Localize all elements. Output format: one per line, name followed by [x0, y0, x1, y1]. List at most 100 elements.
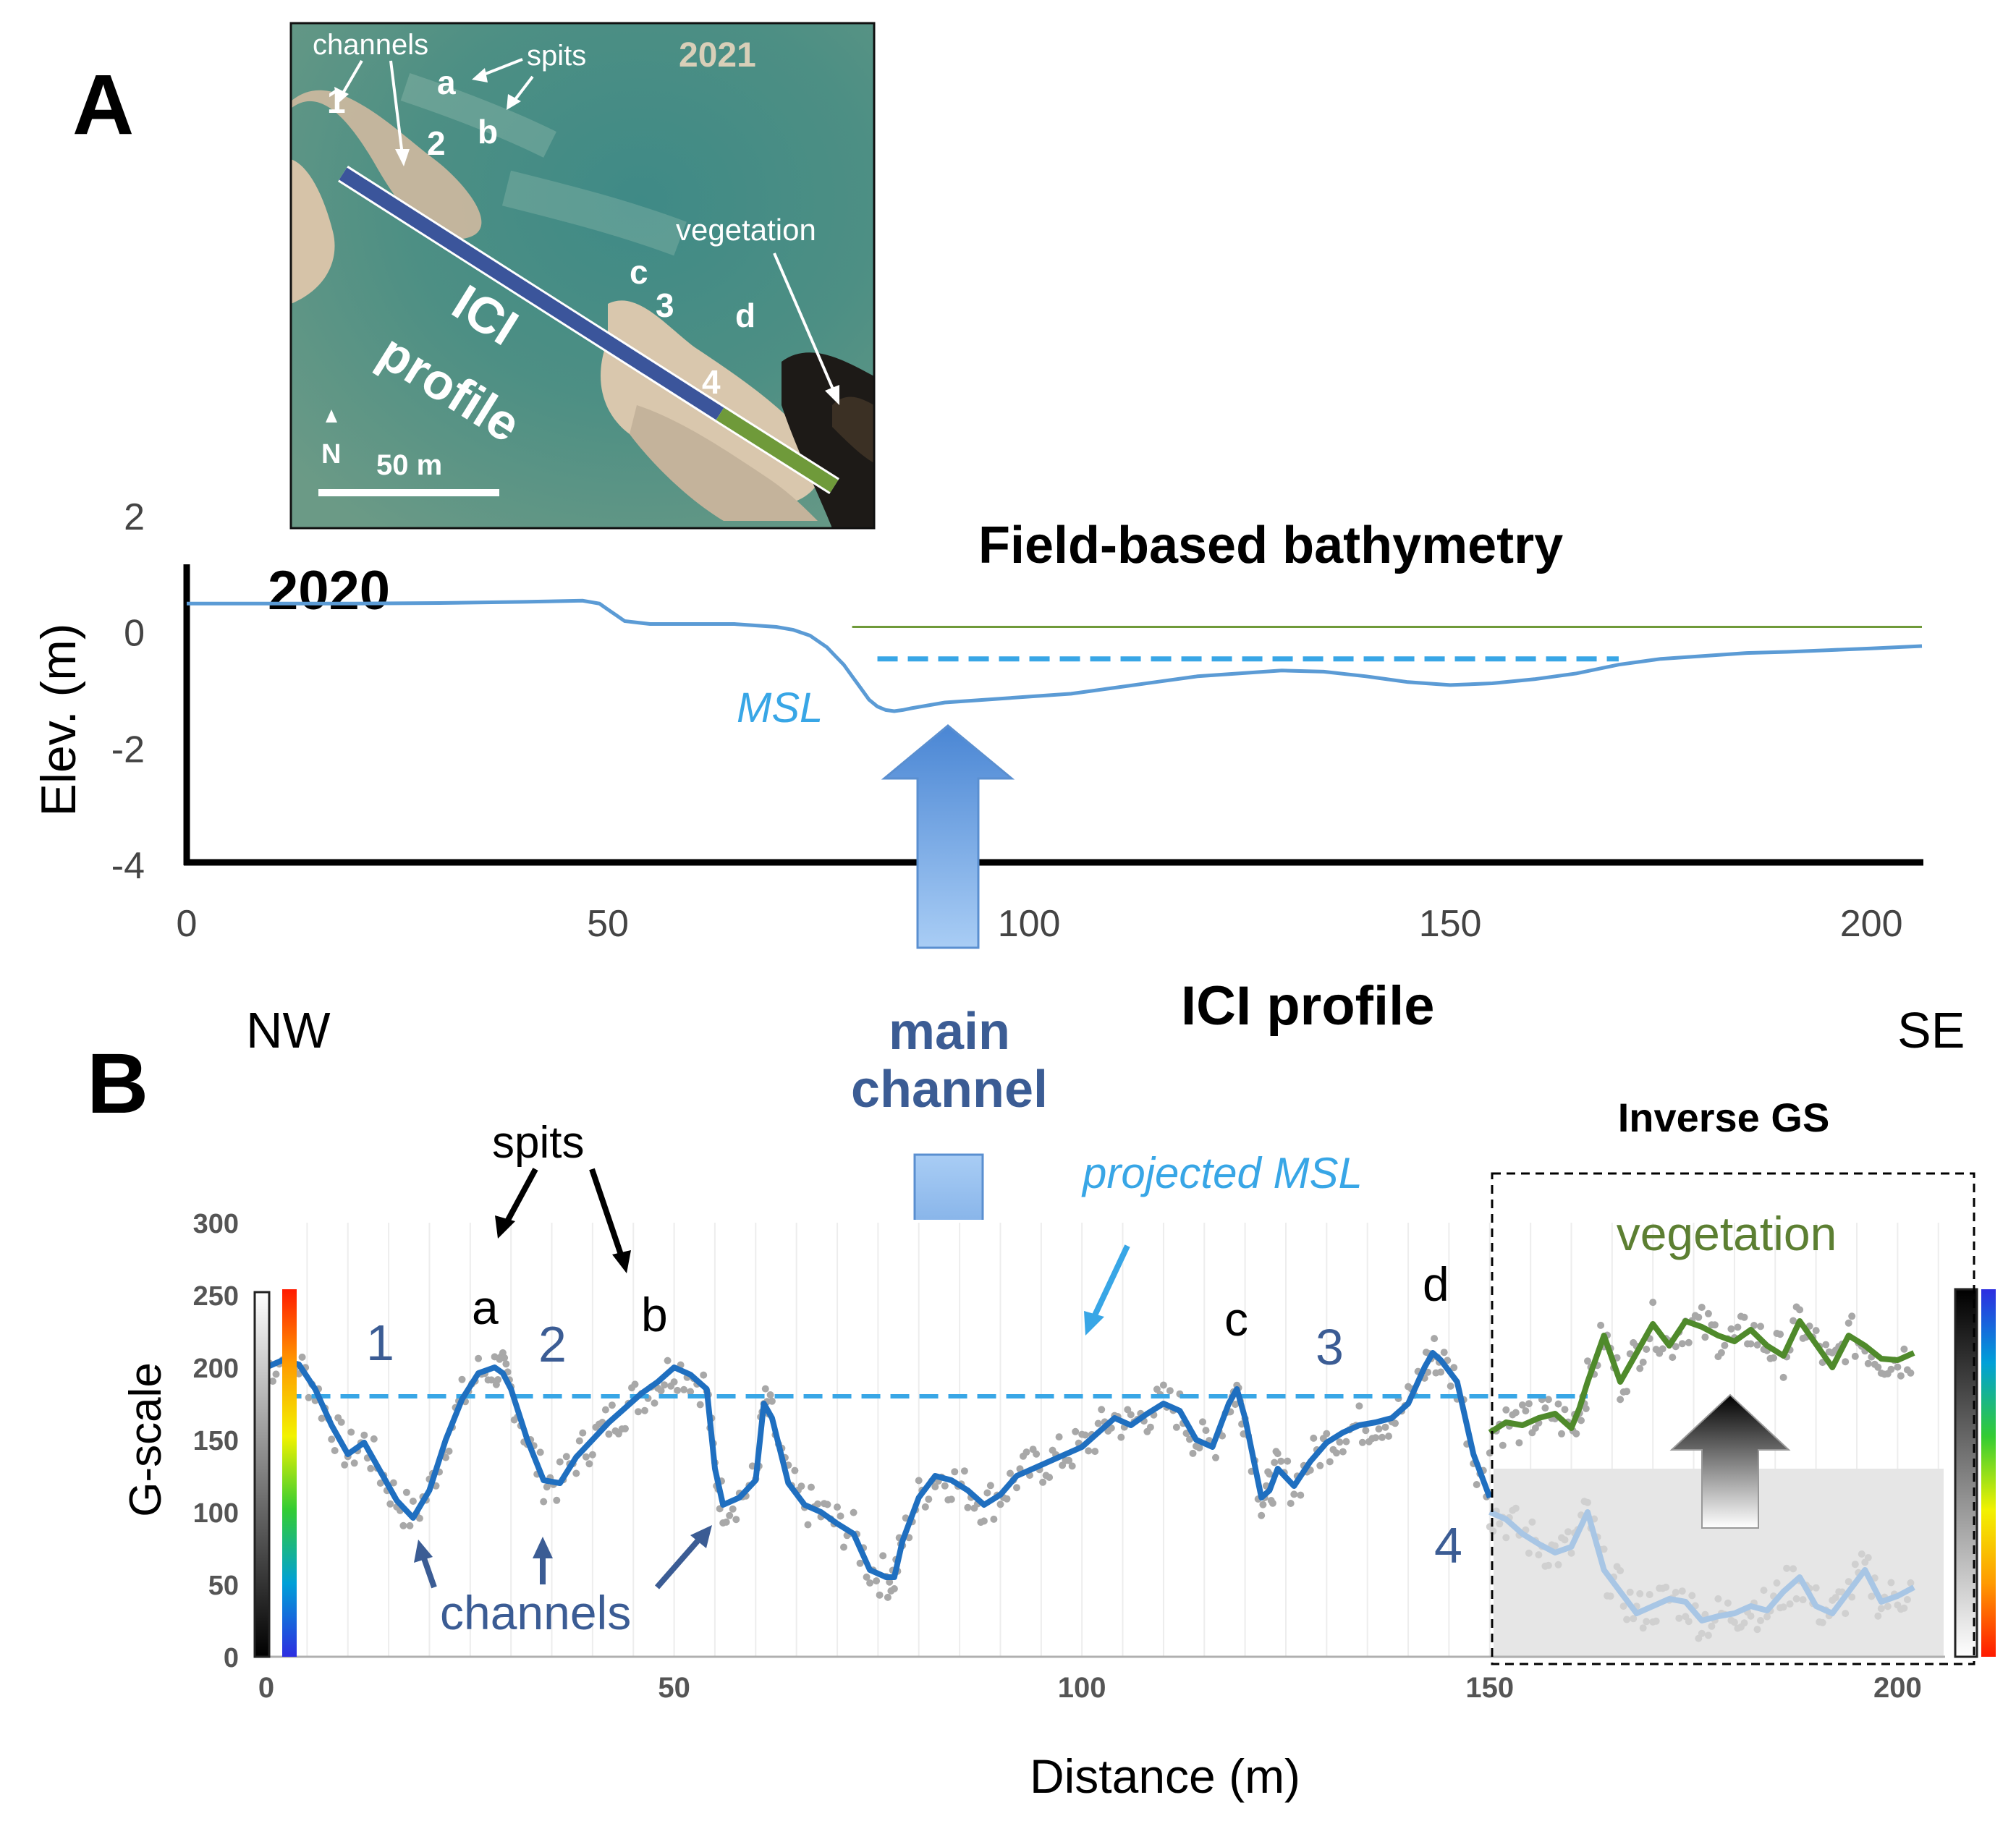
raw-data-dot — [536, 1448, 544, 1456]
ici-y-axis-label: G-scale — [121, 1362, 171, 1517]
raw-data-dot — [1659, 1345, 1666, 1353]
map-label-north: N — [321, 439, 341, 470]
main-channel-label-2: channel — [851, 1061, 1048, 1119]
ici-x-tick: 0 — [258, 1672, 274, 1704]
raw-data-dot — [582, 1453, 590, 1461]
raw-data-dot — [1172, 1423, 1180, 1431]
spit-arrow-a — [504, 1168, 538, 1224]
raw-data-dot — [1316, 1461, 1324, 1469]
raw-data-dot — [1887, 1365, 1895, 1373]
channels-label: channels — [440, 1586, 631, 1639]
main-channel-up-arrow-icon — [881, 724, 1015, 949]
raw-data-dot — [1544, 1561, 1552, 1569]
raw-data-dot — [1868, 1592, 1876, 1600]
raw-data-dot — [350, 1459, 358, 1467]
map-label-channels: channels — [313, 29, 428, 61]
raw-data-dot — [664, 1357, 672, 1364]
ici-y-tick: 300 — [193, 1209, 239, 1239]
raw-data-dot — [1747, 1612, 1755, 1620]
raw-data-dot — [1617, 1567, 1625, 1574]
raw-data-dot — [766, 1391, 774, 1398]
inverse-up-arrow-icon — [1669, 1393, 1791, 1529]
ici-x-tick: 100 — [1058, 1672, 1106, 1704]
raw-data-dot — [1685, 1618, 1693, 1626]
raw-data-dot — [941, 1482, 949, 1490]
raw-data-dot — [458, 1375, 466, 1383]
raw-data-dot — [494, 1376, 502, 1383]
raw-data-dot — [1166, 1387, 1174, 1395]
raw-data-dot — [1711, 1321, 1719, 1329]
raw-data-dot — [1274, 1450, 1282, 1458]
raw-data-dot — [1039, 1478, 1047, 1486]
raw-data-dot — [814, 1500, 821, 1508]
raw-data-dot — [951, 1468, 959, 1476]
raw-data-dot — [1907, 1369, 1915, 1377]
vegetation-label: vegetation — [1617, 1207, 1837, 1260]
map-marker-2: 2 — [427, 124, 446, 162]
raw-data-dot — [1900, 1345, 1908, 1353]
raw-data-dot — [1372, 1434, 1379, 1442]
raw-data-dot — [1564, 1528, 1572, 1536]
arrowhead-icon — [690, 1525, 712, 1548]
grayscale-bar-left — [253, 1291, 271, 1658]
raw-data-dot — [1065, 1456, 1073, 1464]
raw-data-dot — [1669, 1354, 1677, 1362]
raw-data-dot — [1770, 1354, 1777, 1362]
map-marker-b: b — [478, 113, 498, 150]
raw-data-dot — [1535, 1551, 1543, 1559]
raw-data-dot — [1757, 1617, 1764, 1624]
raw-data-dot — [1277, 1457, 1285, 1465]
raw-data-dot — [553, 1496, 561, 1504]
raw-data-dot — [1685, 1338, 1693, 1346]
raw-data-dot — [1884, 1603, 1892, 1610]
raw-data-dot — [1287, 1500, 1295, 1507]
raw-data-dot — [1499, 1441, 1507, 1449]
se-label: SE — [1897, 1002, 1965, 1058]
raw-data-dot — [1502, 1406, 1510, 1414]
raw-data-dot — [409, 1498, 417, 1505]
raw-data-dot — [1606, 1592, 1614, 1600]
raw-data-dot — [1567, 1549, 1575, 1557]
raw-data-dot — [1584, 1357, 1591, 1365]
raw-data-dot — [1572, 1430, 1580, 1438]
raw-data-dot — [1864, 1359, 1872, 1367]
raw-data-dot — [1258, 1511, 1266, 1519]
raw-data-dot — [1812, 1327, 1820, 1335]
ici-series-1 — [1488, 1318, 1915, 1435]
raw-data-dot — [1515, 1439, 1523, 1447]
raw-data-dot — [1440, 1349, 1448, 1357]
raw-data-dot — [1339, 1448, 1347, 1456]
raw-data-dot — [1385, 1432, 1392, 1440]
raw-data-dot — [1779, 1603, 1787, 1611]
spit-d-label: d — [1423, 1257, 1449, 1311]
raw-data-dot — [729, 1505, 737, 1513]
raw-data-dot — [1757, 1323, 1764, 1330]
bathymetry-year: 2020 — [268, 560, 390, 621]
raw-data-dot — [1094, 1419, 1102, 1427]
arrowhead-icon — [612, 1250, 631, 1273]
map-arrowhead-icon — [825, 385, 839, 405]
raw-data-dot — [986, 1482, 994, 1490]
raw-data-dot — [1091, 1448, 1099, 1456]
raw-data-dot — [1842, 1358, 1850, 1366]
raw-data-dot — [1636, 1364, 1644, 1372]
raw-data-dot — [1812, 1584, 1820, 1592]
raw-data-dot — [834, 1503, 841, 1511]
ici-x-axis-label: Distance (m) — [1030, 1749, 1300, 1803]
raw-data-dot — [572, 1469, 580, 1477]
raw-data-dot — [631, 1380, 639, 1388]
raw-data-dot — [1792, 1595, 1800, 1603]
raw-data-dot — [1068, 1462, 1076, 1470]
raw-data-dot — [1072, 1427, 1080, 1435]
raw-data-dot — [406, 1521, 414, 1529]
spit-b-label: b — [641, 1288, 668, 1341]
ici-y-tick: 50 — [208, 1571, 239, 1601]
raw-data-dot — [1818, 1618, 1826, 1626]
raw-data-dot — [543, 1483, 551, 1491]
map-arrowhead-icon — [395, 149, 410, 166]
map-marker-3: 3 — [656, 286, 674, 324]
raw-data-dot — [726, 1511, 734, 1519]
raw-data-dot — [804, 1521, 812, 1529]
raw-data-dot — [1392, 1419, 1399, 1427]
